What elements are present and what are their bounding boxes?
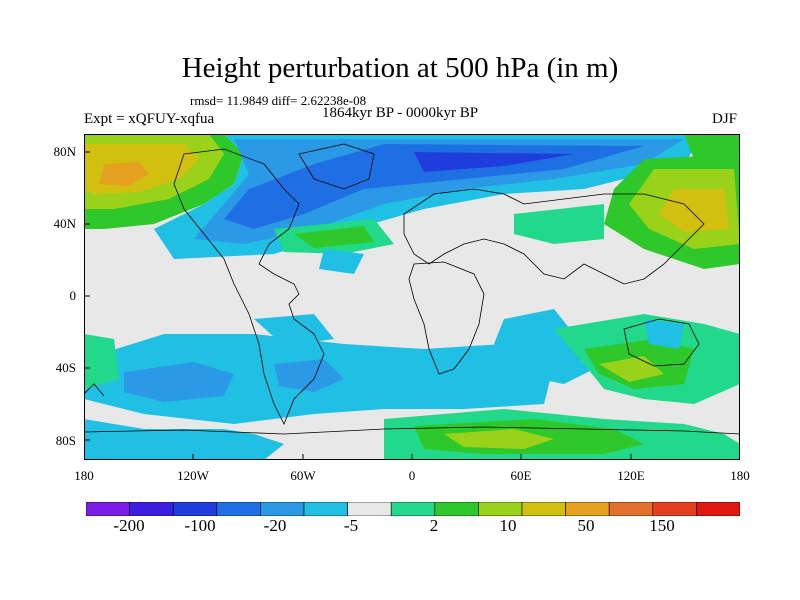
- colorbar-swatch: [434, 502, 479, 516]
- experiment-label: Expt = xQFUY-xqfua: [84, 111, 215, 127]
- contour-neg-north-4: [414, 152, 574, 172]
- lon-label-0: 0: [408, 468, 416, 483]
- contour-pos-npac-4: [99, 162, 149, 186]
- season-label: DJF: [712, 111, 738, 127]
- colorbar-label: -200: [113, 516, 145, 535]
- period-label: 1864kyr BP - 0000kyr BP: [322, 105, 479, 121]
- contour-pos-asia-4: [514, 204, 604, 244]
- colorbar-label: -5: [343, 516, 359, 535]
- colorbar-swatch: [390, 502, 436, 516]
- map-panel: [84, 134, 740, 460]
- contour-neg-sw-pac: [84, 419, 284, 460]
- colorbar-label: -100: [184, 516, 216, 535]
- colorbar-swatch: [521, 502, 566, 516]
- contour-neg-north-3: [224, 144, 644, 229]
- lat-label-80n: 80N: [53, 144, 76, 159]
- contour-neg-south-2: [124, 362, 234, 402]
- contour-neg-sthpac: [254, 314, 334, 346]
- colorbar-swatch: [696, 502, 740, 516]
- lat-label-40s: 40S: [55, 360, 76, 375]
- lat-label-0: 0: [69, 288, 77, 303]
- colorbar-swatch: [608, 502, 654, 516]
- lon-label-60e: 60E: [510, 468, 532, 483]
- contour-neg-trop: [319, 249, 364, 274]
- contour-pos-south-left: [84, 334, 119, 389]
- coastlines: [84, 143, 740, 435]
- colorbar: [86, 502, 740, 516]
- contour-pos-aus-3: [599, 356, 664, 382]
- colorbar-label: 50: [577, 516, 595, 535]
- colorbar-swatch: [86, 502, 130, 516]
- lon-label-180-right: 180: [730, 468, 750, 483]
- colorbar-swatch: [652, 502, 697, 516]
- colorbar-label: 150: [649, 516, 675, 535]
- contour-pos-asia-3: [659, 189, 729, 232]
- colorbar-swatch: [260, 502, 305, 516]
- lat-label-40n: 40N: [53, 216, 76, 231]
- colorbar-label: 10: [499, 516, 517, 535]
- colorbar-swatch: [216, 502, 261, 516]
- colorbar-swatch: [303, 502, 348, 516]
- map-title: Height perturbation at 500 hPa (in m): [181, 52, 619, 84]
- contour-pos-atl-2: [294, 226, 374, 248]
- lat-label-80s: 80S: [55, 433, 76, 448]
- colorbar-label: -20: [263, 516, 287, 535]
- contour-neg-aus: [644, 319, 684, 349]
- rmsd-stats: rmsd= 11.9849 diff= 2.62238e-08: [190, 93, 367, 108]
- lon-label-120w: 120W: [177, 468, 209, 483]
- contour-neg-south-3: [274, 359, 344, 392]
- colorbar-swatch: [347, 502, 392, 516]
- axis-ticks: [84, 151, 632, 460]
- colorbar-swatch: [172, 502, 218, 516]
- lon-label-60w: 60W: [290, 468, 316, 483]
- lon-label-180-left: 180: [74, 468, 94, 483]
- colorbar-swatch: [129, 502, 174, 516]
- contour-pos-north-right: [684, 134, 740, 159]
- colorbar-label: 2: [429, 516, 439, 535]
- contour-pos-antarctic-3: [444, 429, 554, 449]
- colorbar-swatch: [565, 502, 610, 516]
- lon-label-120e: 120E: [617, 468, 645, 483]
- colorbar-swatch: [478, 502, 523, 516]
